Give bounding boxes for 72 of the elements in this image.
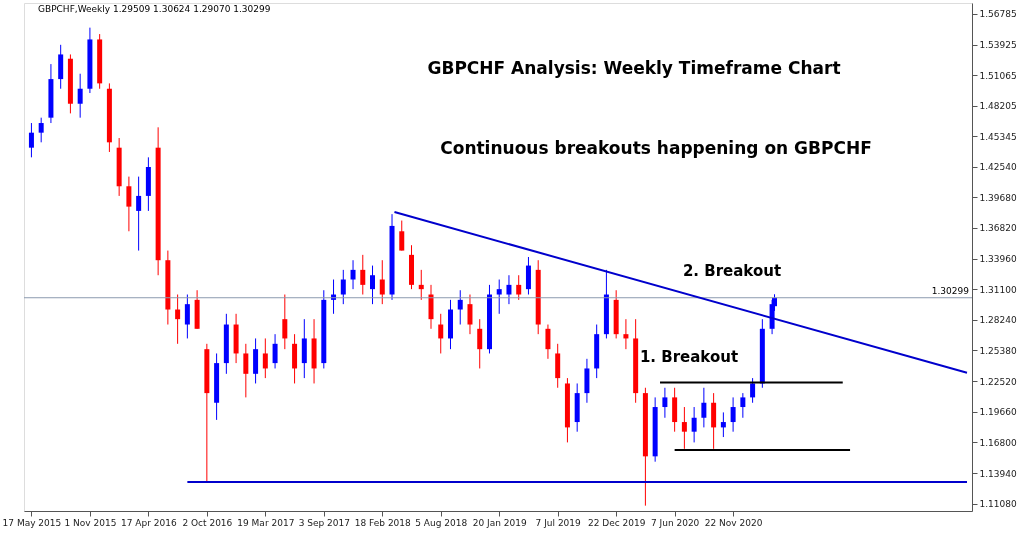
y-tick-label: 1.31100 (979, 284, 1017, 295)
candlestick (243, 343, 249, 398)
candlestick (350, 259, 356, 290)
candlestick (77, 73, 83, 119)
annotation: 2. Breakout (682, 262, 782, 280)
candlestick (681, 406, 687, 450)
candlestick (282, 294, 288, 350)
candlestick (467, 294, 473, 335)
annotation: 1. Breakout (639, 348, 739, 366)
candlestick (740, 392, 746, 419)
x-tick-label: 18 Feb 2018 (354, 517, 412, 528)
text: Continuous breakouts happening on GBPCHF (440, 138, 872, 158)
candlestick (720, 411, 726, 438)
x-tick-label: 22 Nov 2020 (704, 517, 763, 528)
y-tick-label: 1.13940 (979, 468, 1017, 479)
x-tick-label: 17 Apr 2016 (121, 517, 177, 528)
candlestick (38, 117, 44, 143)
candlestick (545, 324, 551, 360)
candlestick (438, 313, 444, 354)
candlestick (623, 318, 629, 350)
y-tick-label: 1.53925 (979, 40, 1017, 51)
y-tick-label: 1.56785 (979, 9, 1017, 20)
x-tick-label: 22 Dec 2019 (587, 517, 646, 528)
candlestick (496, 279, 502, 315)
candlestick (662, 387, 668, 419)
candlestick (701, 387, 707, 428)
candlestick (506, 274, 512, 305)
y-tick-label: 1.33960 (979, 254, 1017, 264)
candlestick (340, 269, 346, 305)
candlestick (691, 406, 697, 443)
y-tick-label: 1.39680 (979, 192, 1017, 203)
y-tick-label: 1.48205 (979, 101, 1017, 112)
y-tick-label: 1.25380 (979, 345, 1017, 356)
ref-line-label: 1.30299 (931, 285, 970, 296)
candlestick (399, 220, 405, 252)
candlestick (272, 333, 278, 369)
x-tick-label: 2 Oct 2016 (182, 517, 233, 528)
candlestick (477, 318, 483, 369)
x-tick-label: 1 Nov 2015 (64, 517, 117, 528)
y-tick-label: 1.22520 (979, 376, 1017, 387)
candlestick (28, 122, 34, 158)
candlestick (525, 256, 531, 296)
candlestick (418, 269, 424, 301)
text: GBPCHF Analysis: Weekly Timeframe Chart (427, 58, 841, 78)
candlestick (379, 259, 385, 305)
candlestick (262, 337, 268, 379)
x-tick-label: 19 Mar 2017 (237, 517, 295, 528)
y-tick-label: 1.45345 (979, 131, 1017, 142)
x-tick-label: 7 Jun 2020 (650, 517, 700, 528)
candlestick (516, 274, 522, 301)
candlestick (184, 294, 190, 339)
candlestick (126, 176, 132, 232)
y-tick-label: 1.51065 (979, 70, 1017, 81)
y-tick-label: 1.42540 (979, 162, 1017, 173)
x-tick-label: 5 Aug 2018 (415, 517, 468, 528)
candlestick (457, 289, 463, 326)
candlestick (750, 377, 756, 404)
y-tick-label: 1.36820 (979, 223, 1017, 234)
x-tick-label: 3 Sep 2017 (298, 517, 350, 528)
candlestick (175, 294, 181, 345)
candlestick (370, 265, 376, 305)
x-tick-label: 7 Jul 2019 (535, 517, 582, 528)
y-tick-label: 1.28240 (979, 315, 1017, 326)
x-tick-label: 20 Jan 2019 (472, 517, 527, 528)
y-tick-label: 1.11080 (979, 499, 1017, 510)
candlestick (136, 176, 142, 252)
y-tick-label: 1.16800 (979, 437, 1017, 448)
y-tick-label: 1.19660 (979, 407, 1017, 418)
candlestick (360, 254, 366, 296)
candlestick (730, 396, 736, 433)
annotation: GBPCHF,Weekly 1.29509 1.30624 1.29070 1.30299 (38, 4, 271, 14)
x-tick-label: 17 May 2015 (2, 517, 62, 528)
